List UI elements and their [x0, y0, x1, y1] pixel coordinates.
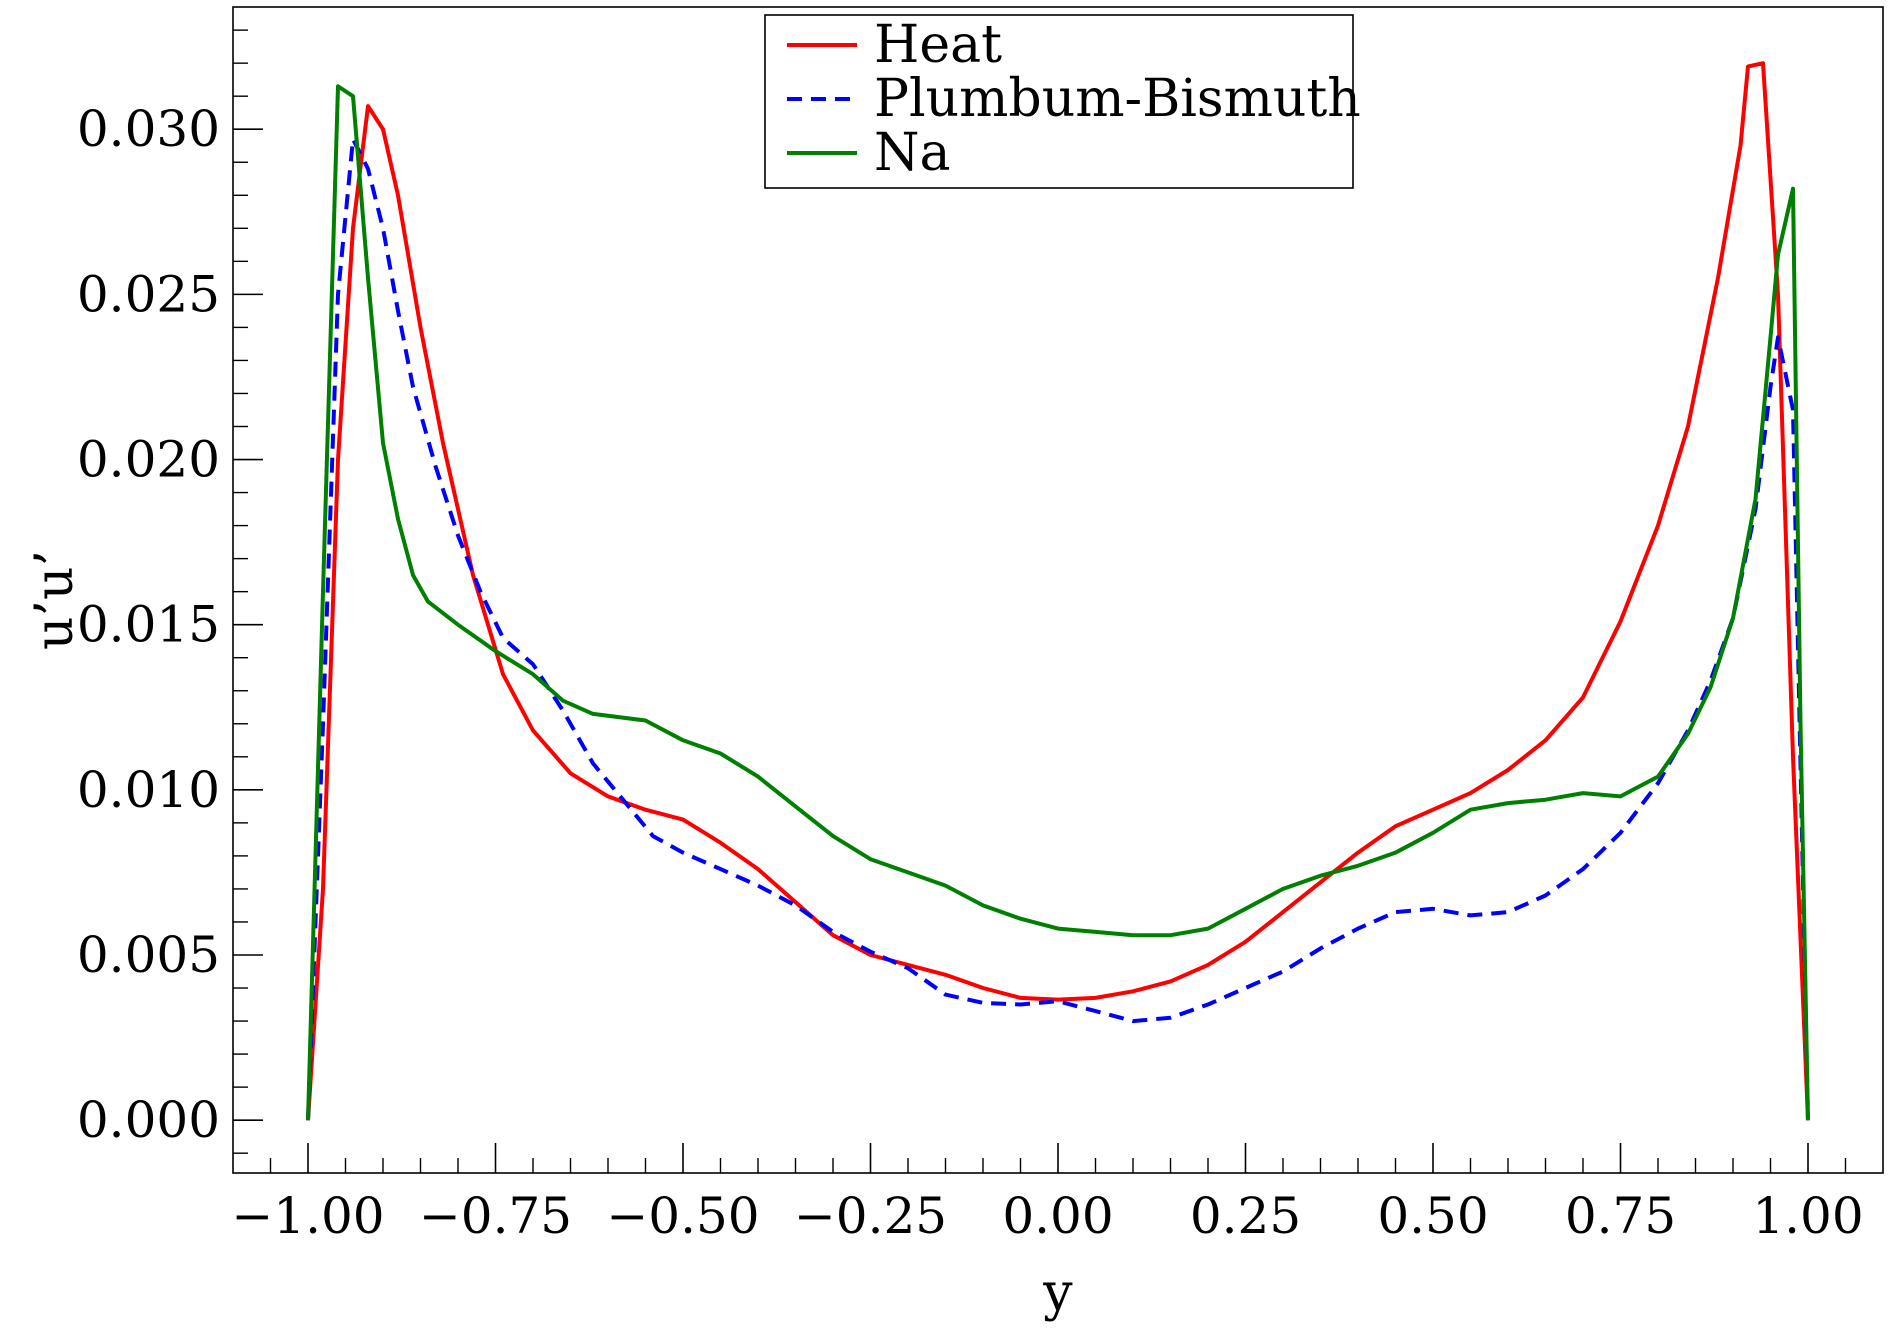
x-tick-label: −0.75	[419, 1187, 572, 1245]
x-axis-title: y	[1042, 1263, 1073, 1323]
y-tick-label: 0.015	[77, 596, 220, 654]
x-tick-label: 0.00	[1002, 1187, 1113, 1245]
x-tick-label: −0.25	[794, 1187, 947, 1245]
legend-box	[764, 14, 1354, 189]
series-lines	[306, 61, 1810, 1121]
x-tick-labels: −1.00 −0.75 −0.50 −0.25 0.00 0.25 0.50 0.75 1.00	[231, 1187, 1863, 1245]
x-tick-label: 0.50	[1377, 1187, 1488, 1245]
y-axis-title: u’u’	[25, 550, 85, 650]
series-line-na	[306, 84, 1810, 1121]
y-tick-label: 0.025	[77, 265, 220, 323]
x-tick-label: 0.75	[1565, 1187, 1676, 1245]
y-tick-label: 0.030	[77, 100, 220, 158]
x-tick-label: 0.25	[1190, 1187, 1301, 1245]
y-tick-label: 0.020	[77, 431, 220, 489]
plot-frame	[232, 6, 1884, 1174]
y-tick-labels: 0.000 0.005 0.010 0.015 0.020 0.025 0.030	[77, 100, 220, 1149]
x-tick-label: 1.00	[1752, 1187, 1863, 1245]
x-tick-label: −1.00	[231, 1187, 384, 1245]
x-tick-label: −0.50	[606, 1187, 759, 1245]
axis-ticks	[233, 29, 1847, 1173]
legend-label-heat: Heat	[874, 15, 1002, 75]
legend-label-plumbum-bismuth: Plumbum-Bismuth	[874, 69, 1361, 129]
y-tick-label: 0.000	[77, 1091, 220, 1149]
y-tick-label: 0.010	[77, 761, 220, 819]
series-line-plumbum-bismuth	[306, 137, 1810, 1121]
y-tick-label: 0.005	[77, 926, 220, 984]
series-line-heat	[306, 61, 1810, 1121]
legend-label-na: Na	[874, 123, 951, 183]
